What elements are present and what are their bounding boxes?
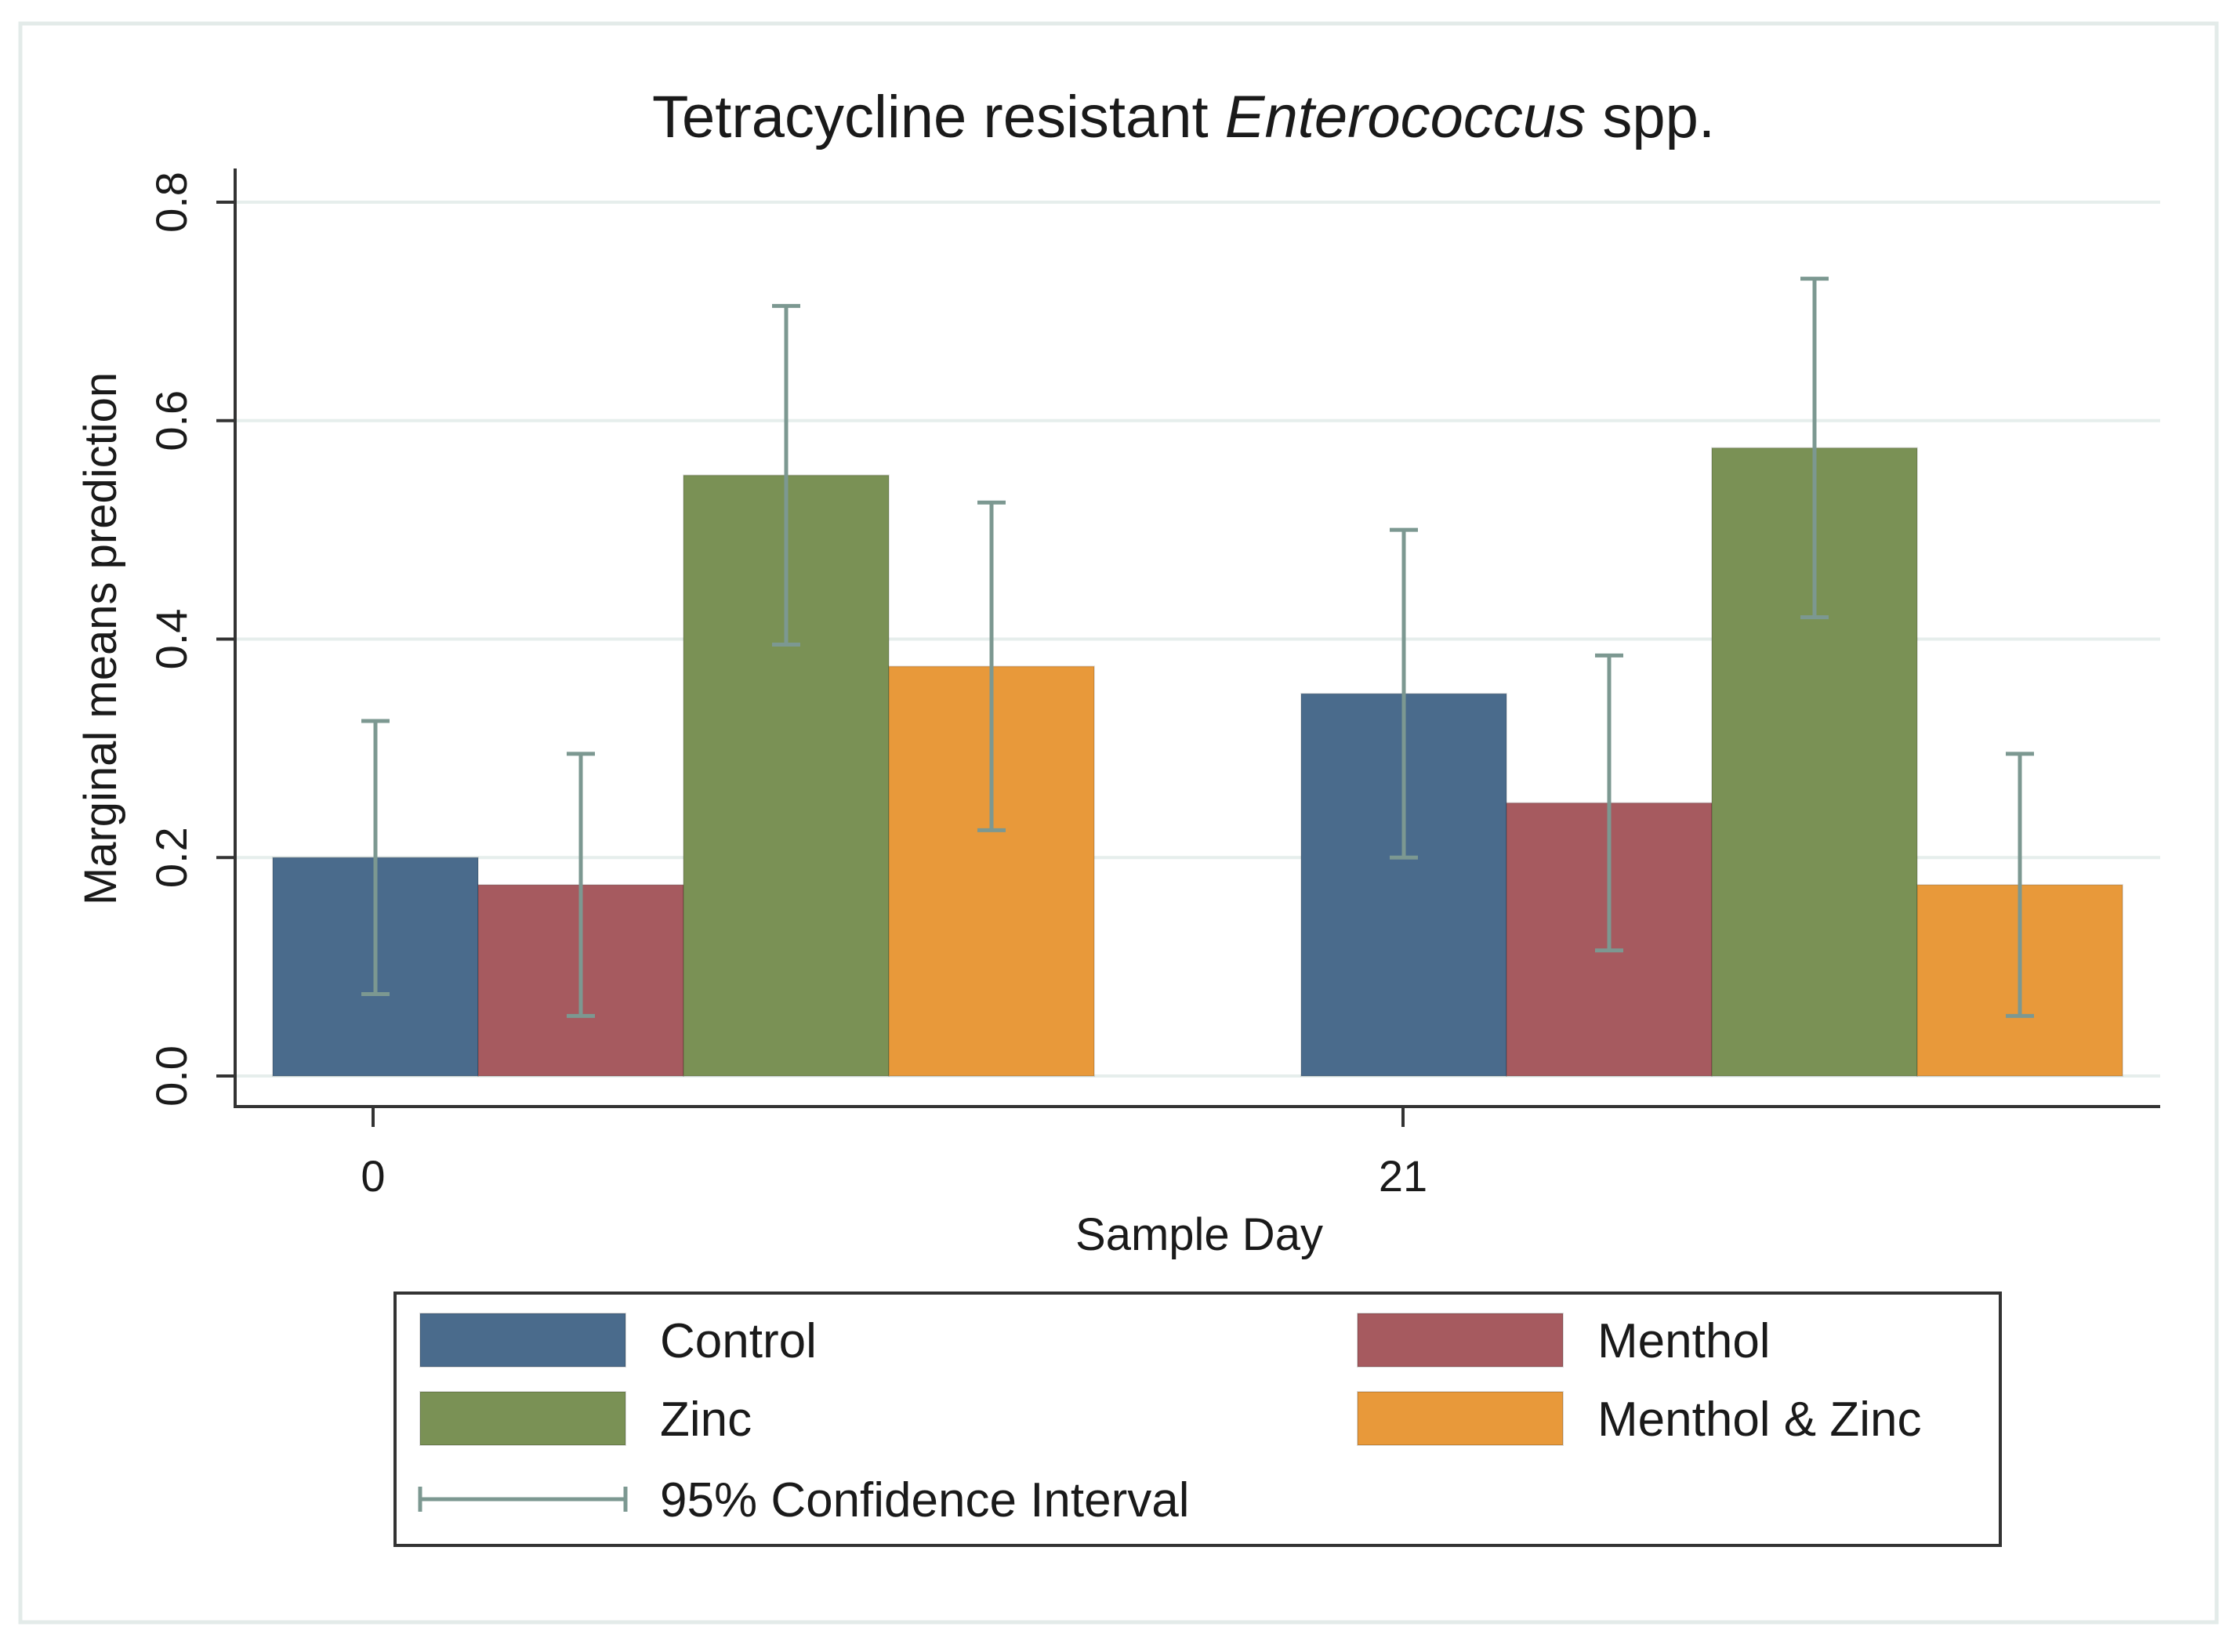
ci-menthol-day-21: [1595, 653, 1623, 953]
legend-box: [393, 1292, 2002, 1547]
y-ticks: 0.0 0.2 0.4 0.6 0.8: [147, 172, 235, 1107]
confidence-intervals: [361, 277, 2034, 1018]
ci-control-day-21: [1390, 527, 1418, 860]
y-tick-label: 0.4: [147, 609, 196, 670]
ci-zinc-day-0: [772, 303, 800, 647]
legend-label-control: Control: [660, 1314, 817, 1368]
legend: Control Menthol Zinc Menthol & Zinc 95% Conf…: [393, 1292, 2002, 1547]
x-axis-label: Sample Day: [1075, 1209, 1323, 1260]
y-axis-label: Marginal means prediction: [75, 372, 126, 905]
y-tick-label: 0.0: [147, 1045, 196, 1107]
x-tick-label: 21: [1379, 1151, 1427, 1201]
ci-zinc-day-21: [1800, 277, 1829, 620]
chart-title: Tetracycline resistant Enterococcus spp.: [652, 84, 1715, 150]
legend-swatch-control: [419, 1313, 626, 1368]
y-tick-label: 0.8: [147, 172, 196, 233]
legend-ci-symbol: [418, 1487, 628, 1512]
y-tick-label: 0.6: [147, 390, 196, 451]
ci-menthol-day-0: [567, 752, 595, 1018]
ci-control-day-0: [361, 719, 390, 996]
legend-label-zinc: Zinc: [660, 1393, 752, 1447]
legend-swatch-menthol-zinc: [1357, 1391, 1564, 1446]
x-ticks: 0 21: [361, 1107, 1427, 1201]
x-tick-label: 0: [361, 1151, 385, 1201]
ci-menthol-zinc-day-21: [2006, 752, 2034, 1018]
legend-swatch-menthol: [1357, 1313, 1564, 1368]
y-tick-label: 0.2: [147, 827, 196, 888]
legend-label-menthol-zinc: Menthol & Zinc: [1597, 1393, 1922, 1447]
legend-swatch-zinc: [419, 1391, 626, 1446]
legend-label-ci: 95% Confidence Interval: [660, 1473, 1190, 1527]
ci-menthol-zinc-day-0: [977, 500, 1006, 832]
legend-label-menthol: Menthol: [1597, 1314, 1771, 1368]
